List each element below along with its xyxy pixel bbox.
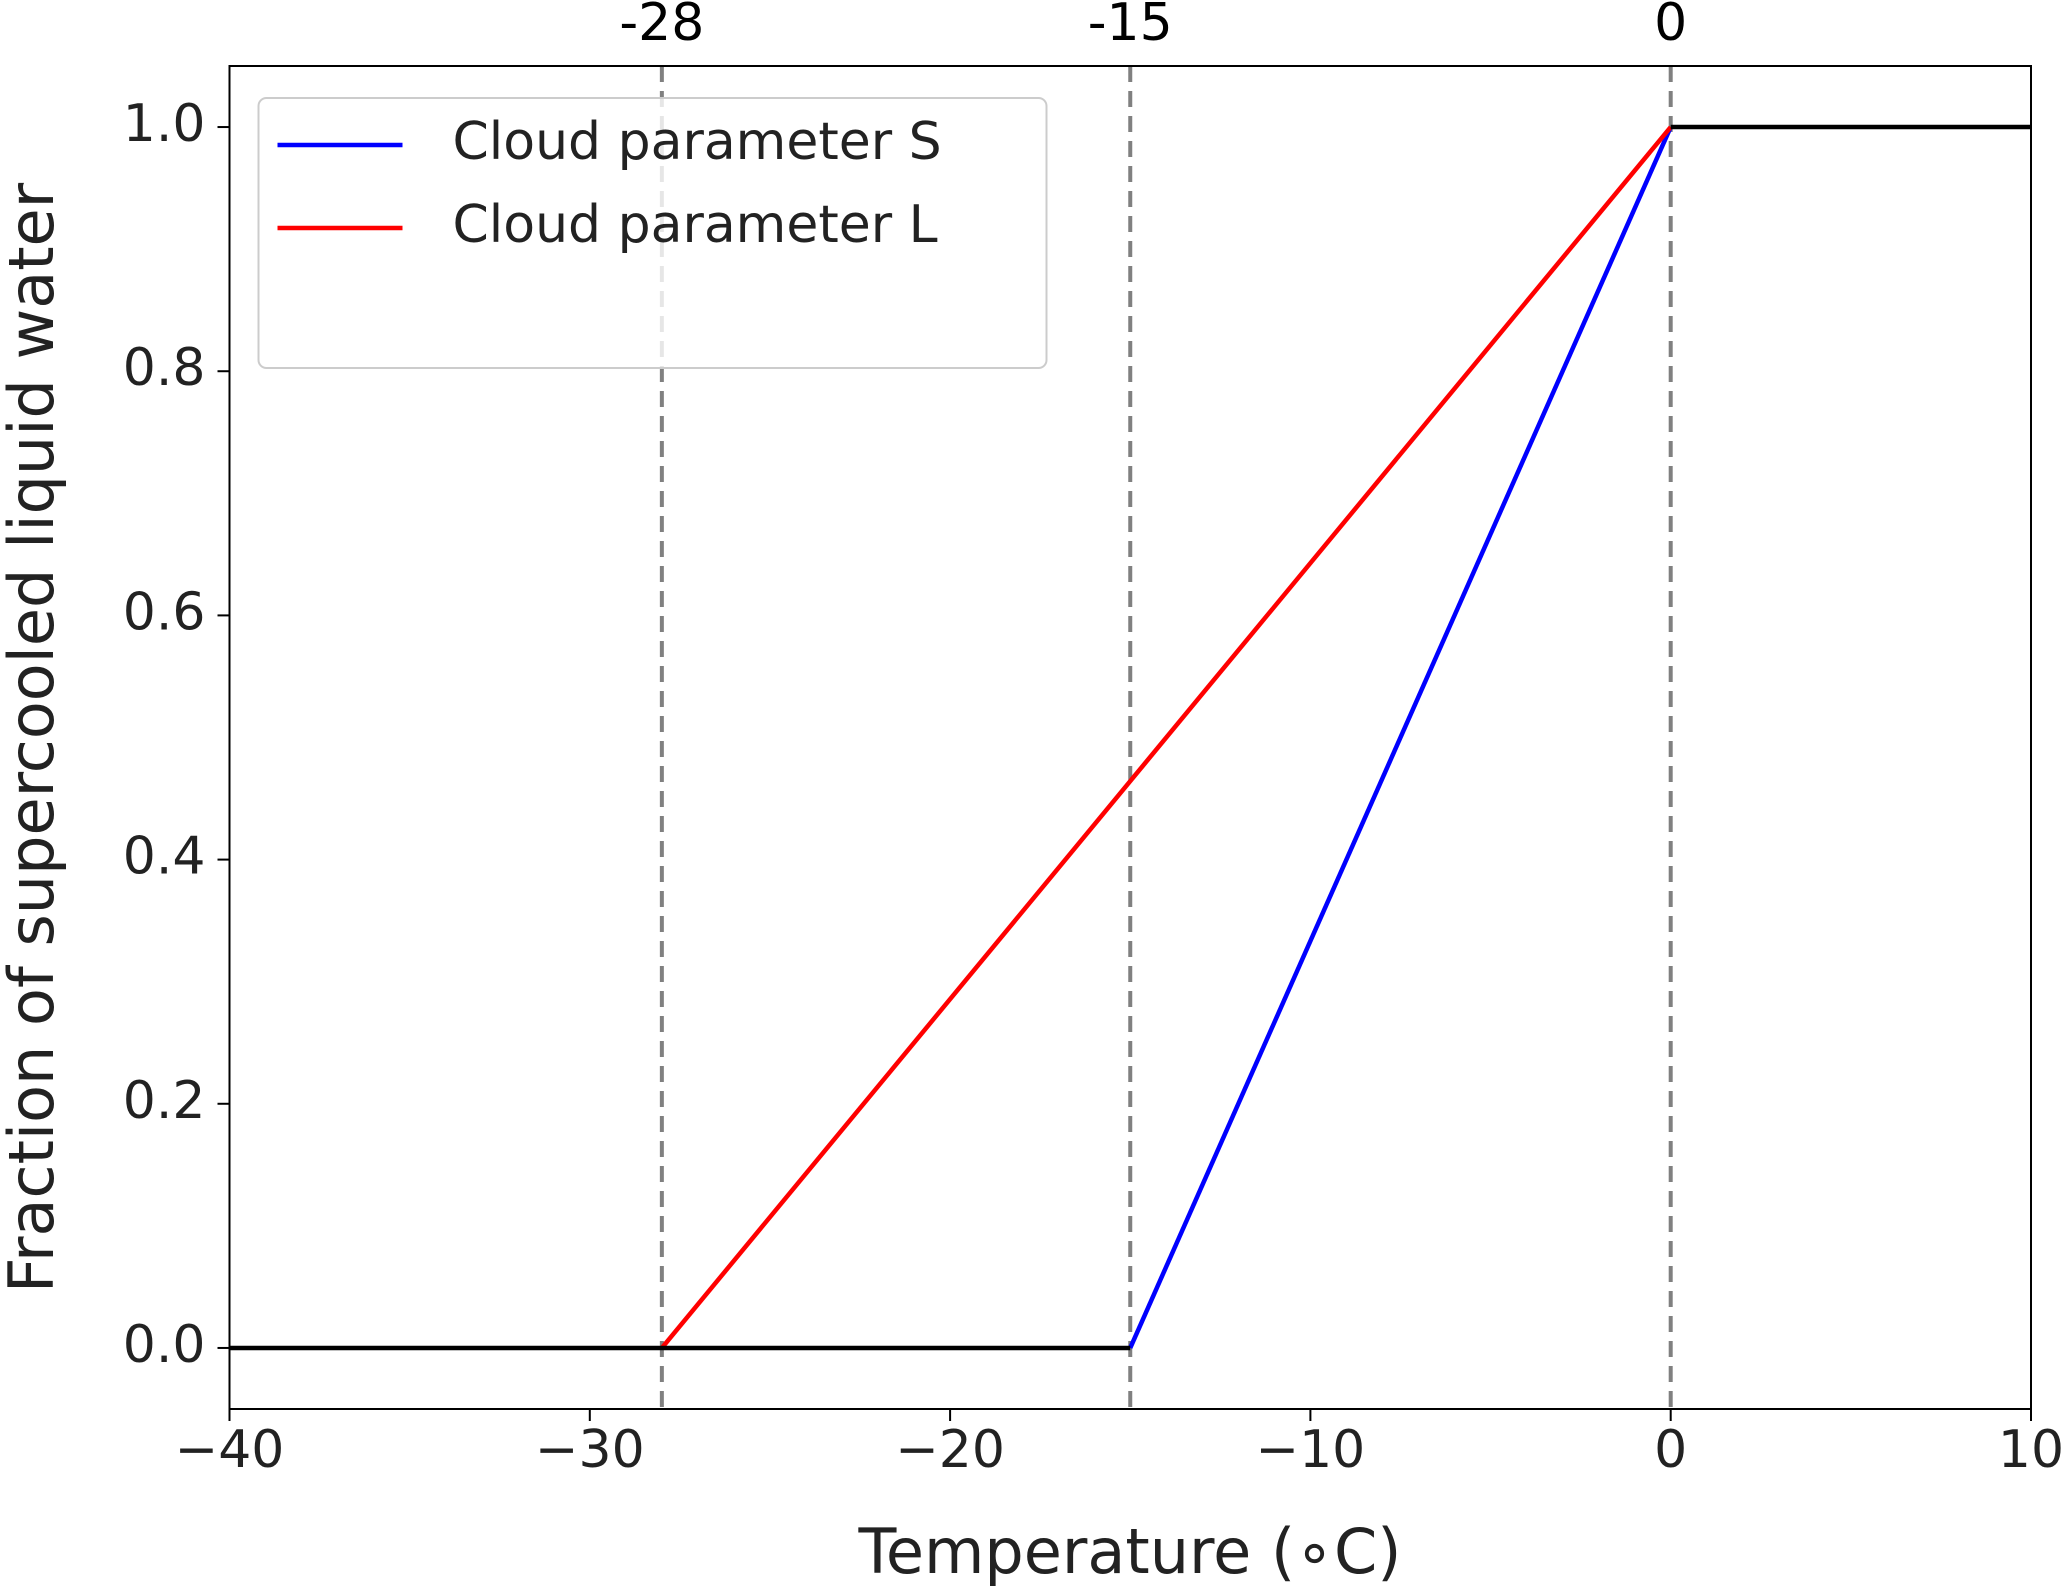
x-tick-label: 10: [1998, 1420, 2064, 1480]
plot-frame: [228, 65, 2032, 1410]
y-tick-label: 1.0: [123, 94, 206, 154]
top-tick-label: -15: [1088, 0, 1173, 53]
series-line: [1128, 126, 1673, 1349]
legend-label: Cloud parameter L: [453, 195, 938, 255]
top-tick-label: 0: [1654, 0, 1687, 53]
y-tick-label: 0.6: [123, 582, 206, 642]
x-tick-label: −20: [895, 1420, 1005, 1480]
y-tick-label: 0.4: [123, 827, 206, 887]
legend-box: [257, 97, 1048, 369]
y-tick-label: 0.0: [123, 1315, 206, 1375]
x-tick-label: 0: [1654, 1420, 1687, 1480]
x-tick-label: −40: [175, 1420, 285, 1480]
x-axis-label: Temperature (∘C): [858, 1515, 1402, 1588]
y-axis-label: Fraction of supercooled liquid water: [0, 182, 68, 1293]
y-tick-label: 0.8: [123, 338, 206, 398]
top-tick-label: -28: [619, 0, 704, 53]
x-tick-label: −30: [535, 1420, 645, 1480]
y-tick-label: 0.2: [123, 1071, 206, 1131]
legend-label: Cloud parameter S: [453, 112, 942, 172]
series-line: [660, 125, 1673, 1350]
x-tick-label: −10: [1256, 1420, 1366, 1480]
